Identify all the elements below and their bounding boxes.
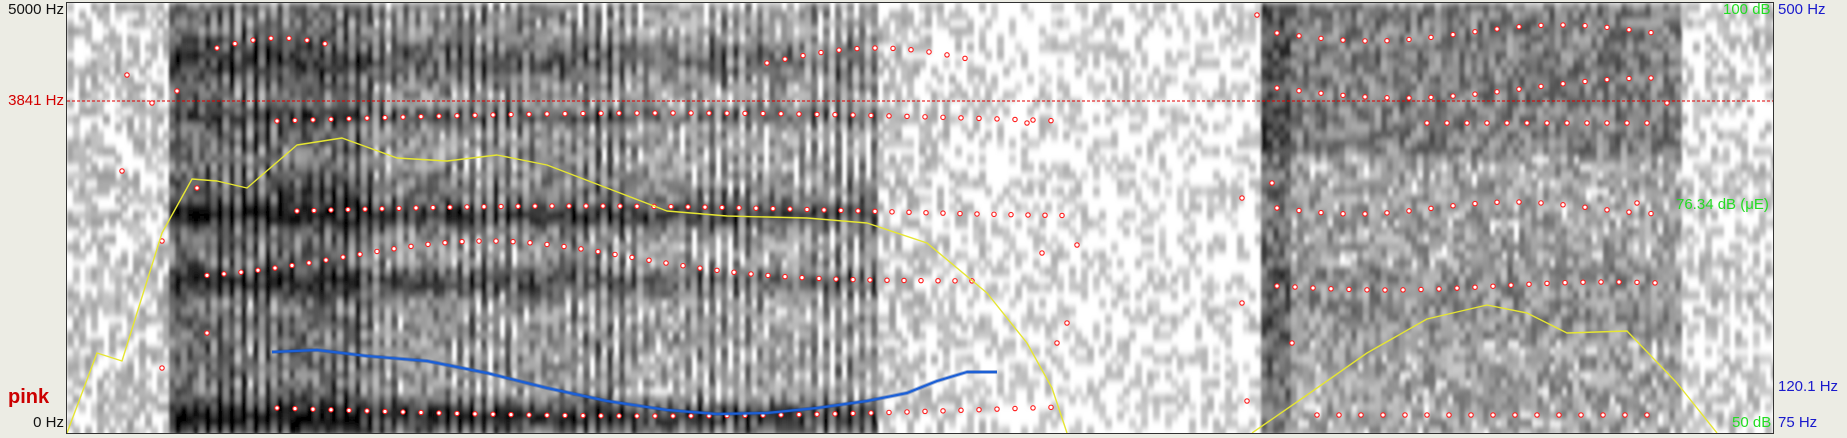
spectrogram-svg [67, 3, 1773, 433]
intensity-min-label: 50 dB [1732, 414, 1772, 431]
pitch-cursor-label: 120.1 Hz [1778, 378, 1839, 395]
spectral-energy [67, 3, 1773, 433]
pitch-contour [271, 348, 997, 416]
freq-max-label: 5000 Hz [8, 1, 64, 18]
intensity-cursor-label: 76.34 dB (μE) [1676, 196, 1769, 213]
pitch-max-label: 500 Hz [1778, 1, 1826, 18]
word-label: pink [8, 386, 50, 408]
formant-tracks [119, 12, 1670, 419]
pitch-min-label: 75 Hz [1778, 414, 1818, 431]
spectrogram-canvas[interactable] [66, 2, 1774, 434]
intensity-max-label: 100 dB [1723, 1, 1771, 18]
cursor-frequency-label: 3841 Hz [8, 92, 64, 109]
intensity-contour [67, 137, 1718, 433]
freq-min-label: 0 Hz [33, 414, 64, 431]
